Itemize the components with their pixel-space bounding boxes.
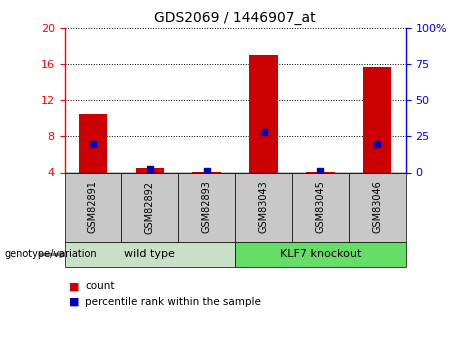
Bar — [79, 114, 107, 172]
Bar — [249, 55, 278, 172]
Text: GSM82891: GSM82891 — [88, 180, 98, 234]
Title: GDS2069 / 1446907_at: GDS2069 / 1446907_at — [154, 11, 316, 25]
Text: GSM83043: GSM83043 — [259, 181, 269, 233]
Text: GSM82892: GSM82892 — [145, 180, 155, 234]
Text: ■: ■ — [69, 297, 80, 307]
Text: genotype/variation: genotype/variation — [5, 249, 97, 259]
Text: count: count — [85, 282, 115, 291]
Text: wild type: wild type — [124, 249, 175, 259]
Text: GSM83045: GSM83045 — [315, 180, 325, 234]
Text: KLF7 knockout: KLF7 knockout — [280, 249, 361, 259]
Bar — [363, 67, 391, 172]
Bar — [136, 168, 164, 172]
Text: ■: ■ — [69, 282, 80, 291]
Text: percentile rank within the sample: percentile rank within the sample — [85, 297, 261, 307]
Text: GSM82893: GSM82893 — [201, 180, 212, 234]
Text: GSM83046: GSM83046 — [372, 181, 382, 233]
